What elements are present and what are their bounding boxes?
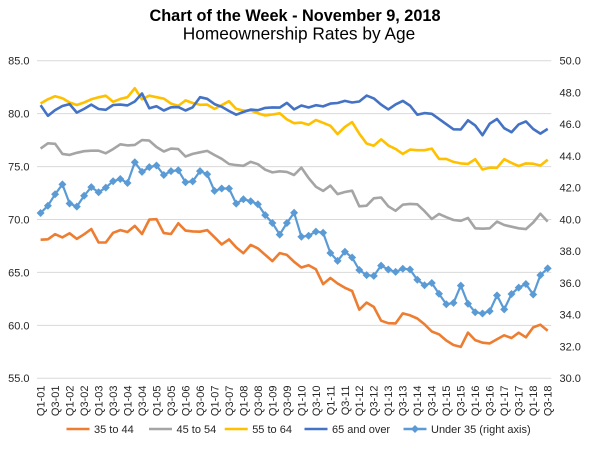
svg-text:Q3-01: Q3-01 xyxy=(50,386,62,417)
svg-text:36.0: 36.0 xyxy=(560,278,581,290)
svg-text:Q1-18: Q1-18 xyxy=(528,386,540,417)
svg-text:Q3-07: Q3-07 xyxy=(224,386,236,417)
svg-text:Q1-07: Q1-07 xyxy=(209,386,221,417)
svg-text:65.0: 65.0 xyxy=(8,267,29,279)
svg-text:55.0: 55.0 xyxy=(8,373,29,385)
svg-text:55 to 64: 55 to 64 xyxy=(252,424,292,436)
svg-text:Q1-15: Q1-15 xyxy=(441,386,453,417)
svg-text:Q3-16: Q3-16 xyxy=(485,386,497,417)
svg-text:Q1-06: Q1-06 xyxy=(180,386,192,417)
svg-text:65 and over: 65 and over xyxy=(332,424,390,436)
svg-text:Q1-09: Q1-09 xyxy=(267,386,279,417)
svg-text:Q3-12: Q3-12 xyxy=(369,386,381,417)
svg-text:46.0: 46.0 xyxy=(560,119,581,131)
svg-text:34.0: 34.0 xyxy=(560,310,581,322)
svg-text:Q1-03: Q1-03 xyxy=(94,386,106,417)
svg-text:70.0: 70.0 xyxy=(8,214,29,226)
svg-text:50.0: 50.0 xyxy=(560,56,581,68)
svg-text:Q3-14: Q3-14 xyxy=(427,386,439,417)
svg-text:Q3-10: Q3-10 xyxy=(311,386,323,417)
svg-text:Q3-03: Q3-03 xyxy=(108,386,120,417)
svg-text:Homeownership Rates by Age: Homeownership Rates by Age xyxy=(183,23,415,43)
svg-text:Q3-02: Q3-02 xyxy=(79,386,91,417)
svg-text:Q1-02: Q1-02 xyxy=(65,386,77,417)
svg-text:48.0: 48.0 xyxy=(560,87,581,99)
svg-text:Q1-05: Q1-05 xyxy=(151,386,163,417)
svg-text:Q3-11: Q3-11 xyxy=(340,386,352,416)
svg-text:85.0: 85.0 xyxy=(8,56,29,68)
svg-text:Q1-04: Q1-04 xyxy=(122,386,134,417)
svg-text:Q1-14: Q1-14 xyxy=(412,386,424,417)
svg-text:Q1-17: Q1-17 xyxy=(499,386,511,417)
svg-text:35 to 44: 35 to 44 xyxy=(94,424,134,436)
svg-text:Q3-08: Q3-08 xyxy=(253,386,265,417)
svg-text:80.0: 80.0 xyxy=(8,109,29,121)
svg-text:Under 35 (right axis): Under 35 (right axis) xyxy=(431,424,531,436)
svg-text:Q1-12: Q1-12 xyxy=(354,386,366,417)
svg-text:Q1-10: Q1-10 xyxy=(296,386,308,417)
svg-text:Q3-17: Q3-17 xyxy=(514,386,526,417)
svg-text:Q1-13: Q1-13 xyxy=(383,386,395,417)
svg-text:75.0: 75.0 xyxy=(8,162,29,174)
svg-text:Q3-05: Q3-05 xyxy=(166,386,178,417)
svg-text:32.0: 32.0 xyxy=(560,341,581,353)
svg-text:60.0: 60.0 xyxy=(8,320,29,332)
svg-text:Q3-15: Q3-15 xyxy=(456,386,468,417)
svg-text:Q3-06: Q3-06 xyxy=(195,386,207,417)
svg-text:38.0: 38.0 xyxy=(560,246,581,258)
svg-text:Q1-16: Q1-16 xyxy=(470,386,482,417)
svg-text:Q3-04: Q3-04 xyxy=(137,386,149,417)
svg-text:45 to 54: 45 to 54 xyxy=(177,424,217,436)
svg-text:Q1-11: Q1-11 xyxy=(325,386,337,416)
svg-text:Q3-18: Q3-18 xyxy=(543,386,555,417)
svg-text:Chart of the Week - November 9: Chart of the Week - November 9, 2018 xyxy=(149,7,440,25)
svg-text:30.0: 30.0 xyxy=(560,373,581,385)
svg-text:40.0: 40.0 xyxy=(560,214,581,226)
svg-text:42.0: 42.0 xyxy=(560,183,581,195)
svg-text:Q1-08: Q1-08 xyxy=(238,386,250,417)
svg-text:Q3-13: Q3-13 xyxy=(398,386,410,417)
svg-text:Q3-09: Q3-09 xyxy=(282,386,294,417)
svg-text:Q1-01: Q1-01 xyxy=(36,386,48,417)
svg-text:44.0: 44.0 xyxy=(560,151,581,163)
